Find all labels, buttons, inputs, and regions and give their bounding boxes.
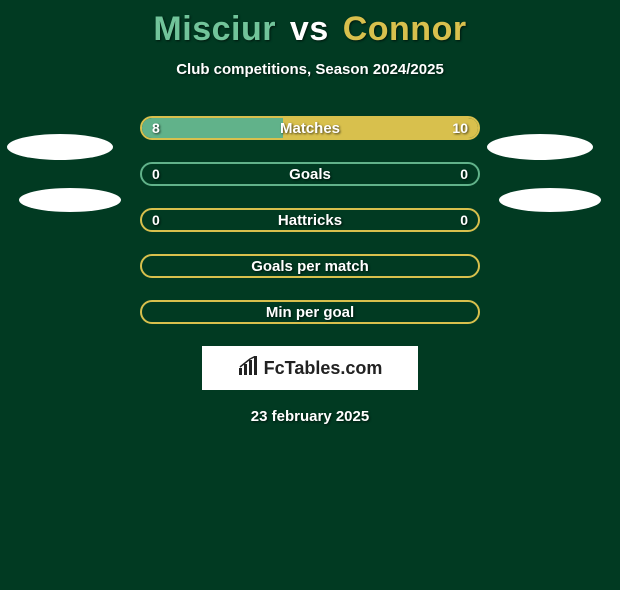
comparison-title: Misciur vs Connor xyxy=(0,10,620,49)
stat-row: Matches8 10 xyxy=(140,116,480,140)
stat-label: Goals xyxy=(142,164,478,184)
player2-name: Connor xyxy=(343,10,467,48)
stat-value-right: 0 xyxy=(460,210,468,230)
player1-name: Misciur xyxy=(153,10,276,48)
stat-label: Hattricks xyxy=(142,210,478,230)
stat-value-right: 0 xyxy=(460,164,468,184)
stat-row: Goals0 0 xyxy=(140,162,480,186)
stat-label: Goals per match xyxy=(142,256,478,276)
stat-row: Hattricks0 0 xyxy=(140,208,480,232)
stat-label: Matches xyxy=(142,118,478,138)
date-label: 23 february 2025 xyxy=(0,408,620,425)
stat-value-right: 10 xyxy=(452,118,468,138)
player1-badge xyxy=(19,188,121,212)
brand-text: FcTables.com xyxy=(264,358,383,379)
player1-badge xyxy=(7,134,113,160)
stat-value-left: 8 xyxy=(152,118,160,138)
stat-label: Min per goal xyxy=(142,302,478,322)
stat-value-left: 0 xyxy=(152,164,160,184)
stat-row: Goals per match xyxy=(140,254,480,278)
stat-value-left: 0 xyxy=(152,210,160,230)
brand-text-bold: Fc xyxy=(264,358,285,378)
stats-container: Matches810Goals00Hattricks00Goals per ma… xyxy=(140,116,480,324)
stat-row: Min per goal xyxy=(140,300,480,324)
brand-chart-icon xyxy=(238,356,260,381)
title-vs: vs xyxy=(290,10,329,48)
brand-text-rest: Tables.com xyxy=(285,358,383,378)
brand-box: FcTables.com xyxy=(202,346,418,390)
player2-badge xyxy=(487,134,593,160)
player2-badge xyxy=(499,188,601,212)
subtitle: Club competitions, Season 2024/2025 xyxy=(0,61,620,78)
